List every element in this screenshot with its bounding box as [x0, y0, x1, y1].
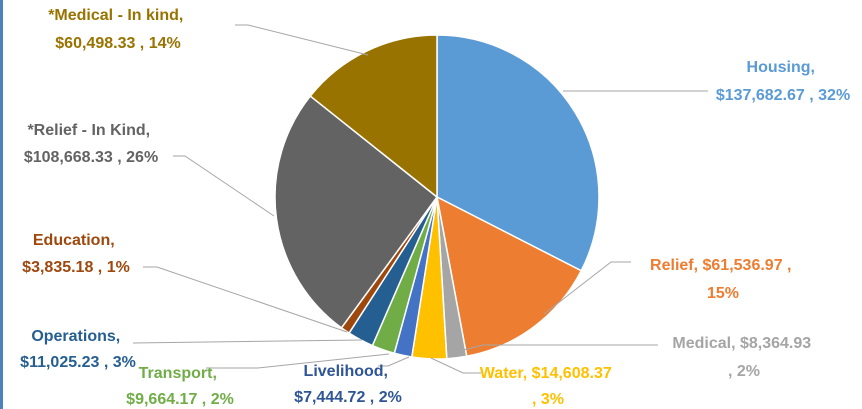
- label-medical: Medical, $8,364.93 , 2%: [672, 335, 815, 380]
- label-relief: Relief, $61,536.97 , 15%: [650, 257, 796, 302]
- label-relief-in-kind: *Relief - In Kind, $108,668.33 , 26%: [24, 122, 158, 166]
- label-medical-line2: , 2%: [728, 363, 760, 380]
- label-transport-line1: Transport,: [139, 365, 217, 382]
- leader-line-medical: [455, 344, 658, 353]
- label-water: Water, $14,608.37 , 3%: [480, 365, 616, 408]
- leader-line-livelihood: [378, 356, 410, 367]
- label-relief-in-kind-line2: $108,668.33 , 26%: [24, 149, 158, 166]
- label-water-line1: Water, $14,608.37: [480, 365, 612, 382]
- leader-lines: [132, 24, 708, 374]
- label-operations: Operations, $11,025.23 , 3%: [20, 328, 136, 371]
- label-transport: Transport, $9,664.17 , 2%: [126, 365, 234, 408]
- label-education: Education, $3,835.18 , 1%: [22, 232, 130, 276]
- label-housing-line1: Housing,: [747, 59, 815, 76]
- label-housing-line2: $137,682.67 , 32%: [716, 87, 850, 104]
- pie-chart-svg: Housing, $137,682.67 , 32% Relief, $61,5…: [20, 7, 850, 408]
- pie-slice-medical-in-kind: [309, 34, 438, 199]
- label-operations-line2: $11,025.23 , 3%: [20, 354, 136, 371]
- label-relief-in-kind-line1: *Relief - In Kind,: [27, 122, 150, 139]
- label-relief-line1: Relief, $61,536.97 ,: [650, 257, 791, 274]
- label-livelihood-line1: Livelihood,: [304, 363, 388, 380]
- label-livelihood: Livelihood, $7,444.72 , 2%: [294, 363, 402, 406]
- leader-line-water: [430, 357, 481, 374]
- label-operations-line1: Operations,: [31, 328, 120, 345]
- leader-line-education: [143, 266, 348, 333]
- label-medical-in-kind-line2: $60,498.33 , 14%: [55, 35, 180, 52]
- pie-slice-relief: [435, 195, 583, 358]
- pie-slice-housing: [436, 34, 600, 272]
- leader-line-medical-in-kind: [235, 24, 369, 56]
- label-medical-in-kind-line1: *Medical - In kind,: [48, 7, 183, 24]
- label-relief-line2: 15%: [707, 285, 739, 302]
- label-livelihood-line2: $7,444.72 , 2%: [294, 389, 402, 406]
- leader-line-operations: [132, 339, 363, 344]
- leader-line-relief: [543, 261, 631, 315]
- label-water-line2: , 3%: [532, 391, 564, 408]
- pie-slice-relief-in-kind: [274, 94, 439, 329]
- label-housing: Housing, $137,682.67 , 32%: [716, 59, 850, 104]
- leader-line-transport: [206, 353, 390, 369]
- label-medical-in-kind: *Medical - In kind, $60,498.33 , 14%: [48, 7, 188, 52]
- label-education-line1: Education,: [33, 232, 115, 249]
- leader-line-relief-in-kind: [173, 155, 275, 217]
- pie-slices: [274, 34, 600, 360]
- label-medical-line1: Medical, $8,364.93: [672, 335, 811, 352]
- label-education-line2: $3,835.18 , 1%: [22, 259, 130, 276]
- label-transport-line2: $9,664.17 , 2%: [126, 391, 234, 408]
